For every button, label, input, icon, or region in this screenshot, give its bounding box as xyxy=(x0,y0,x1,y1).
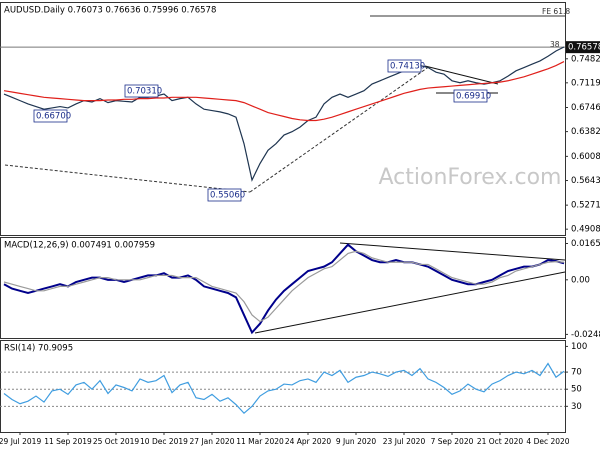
x-tick-label: 27 Jan 2020 xyxy=(190,437,235,446)
y-tick-label: 0.01654 xyxy=(571,239,600,249)
price-label: 0.76578 xyxy=(568,43,600,53)
trend-lines xyxy=(4,15,566,334)
y-tick-label: 70 xyxy=(571,368,582,378)
series-line xyxy=(3,362,565,415)
annotation: 0.74130 xyxy=(390,62,425,72)
annotation: 38 xyxy=(550,40,560,49)
panel-frame xyxy=(0,340,566,433)
y-tick-label: -0.02486 xyxy=(571,330,600,340)
price-label-box xyxy=(566,41,600,54)
y-tick-label: 0.00 xyxy=(571,275,590,285)
trend-line xyxy=(424,65,499,85)
annotation: FE 61.8 xyxy=(542,7,570,16)
x-tick-label: 11 Sep 2019 xyxy=(44,437,92,446)
series-line xyxy=(3,250,565,323)
annotation: 0.55060 xyxy=(210,191,245,201)
annotation: 0.69910 xyxy=(456,92,491,102)
panel-frame xyxy=(0,2,566,236)
series-line xyxy=(3,46,565,182)
x-tick-label: 21 Oct 2020 xyxy=(477,437,524,446)
annotation-box xyxy=(387,59,422,73)
y-tick-label: 100 xyxy=(571,342,587,352)
x-tick-label: 10 Dec 2019 xyxy=(140,437,188,446)
y-tick-label: 50 xyxy=(571,385,582,395)
panel-title: AUDUSD.Daily 0.76073 0.76636 0.75996 0.7… xyxy=(4,6,216,16)
annotation-box xyxy=(33,109,68,123)
series-line xyxy=(3,61,565,122)
panel-title: RSI(14) 70.9095 xyxy=(4,344,73,354)
annotation: 0.70310 xyxy=(127,87,162,97)
trend-line xyxy=(339,242,566,261)
annotation: 0.66700 xyxy=(36,112,71,122)
watermark: ActionForex.com xyxy=(379,165,562,190)
y-tick-label: 30 xyxy=(571,402,582,412)
trend-line xyxy=(4,164,251,193)
trend-line xyxy=(249,65,431,193)
annotation-box xyxy=(124,84,159,98)
x-tick-label: 23 Jul 2020 xyxy=(383,437,426,446)
panel-frame xyxy=(0,237,566,339)
x-tick-label: 11 Mar 2020 xyxy=(236,437,284,446)
x-tick-label: 9 Jun 2020 xyxy=(336,437,377,446)
series-line xyxy=(3,243,565,335)
x-tick-label: 24 Apr 2020 xyxy=(285,437,332,446)
x-tick-label: 7 Sep 2020 xyxy=(431,437,474,446)
trend-line xyxy=(254,271,566,334)
annotation-box xyxy=(207,188,242,202)
x-tick-label: 29 Jul 2019 xyxy=(0,437,41,446)
annotation-box xyxy=(453,89,488,103)
panel-title: MACD(12,26,9) 0.007491 0.007959 xyxy=(4,241,155,251)
x-tick-label: 4 Dec 2020 xyxy=(526,437,569,446)
x-tick-label: 25 Oct 2019 xyxy=(93,437,140,446)
